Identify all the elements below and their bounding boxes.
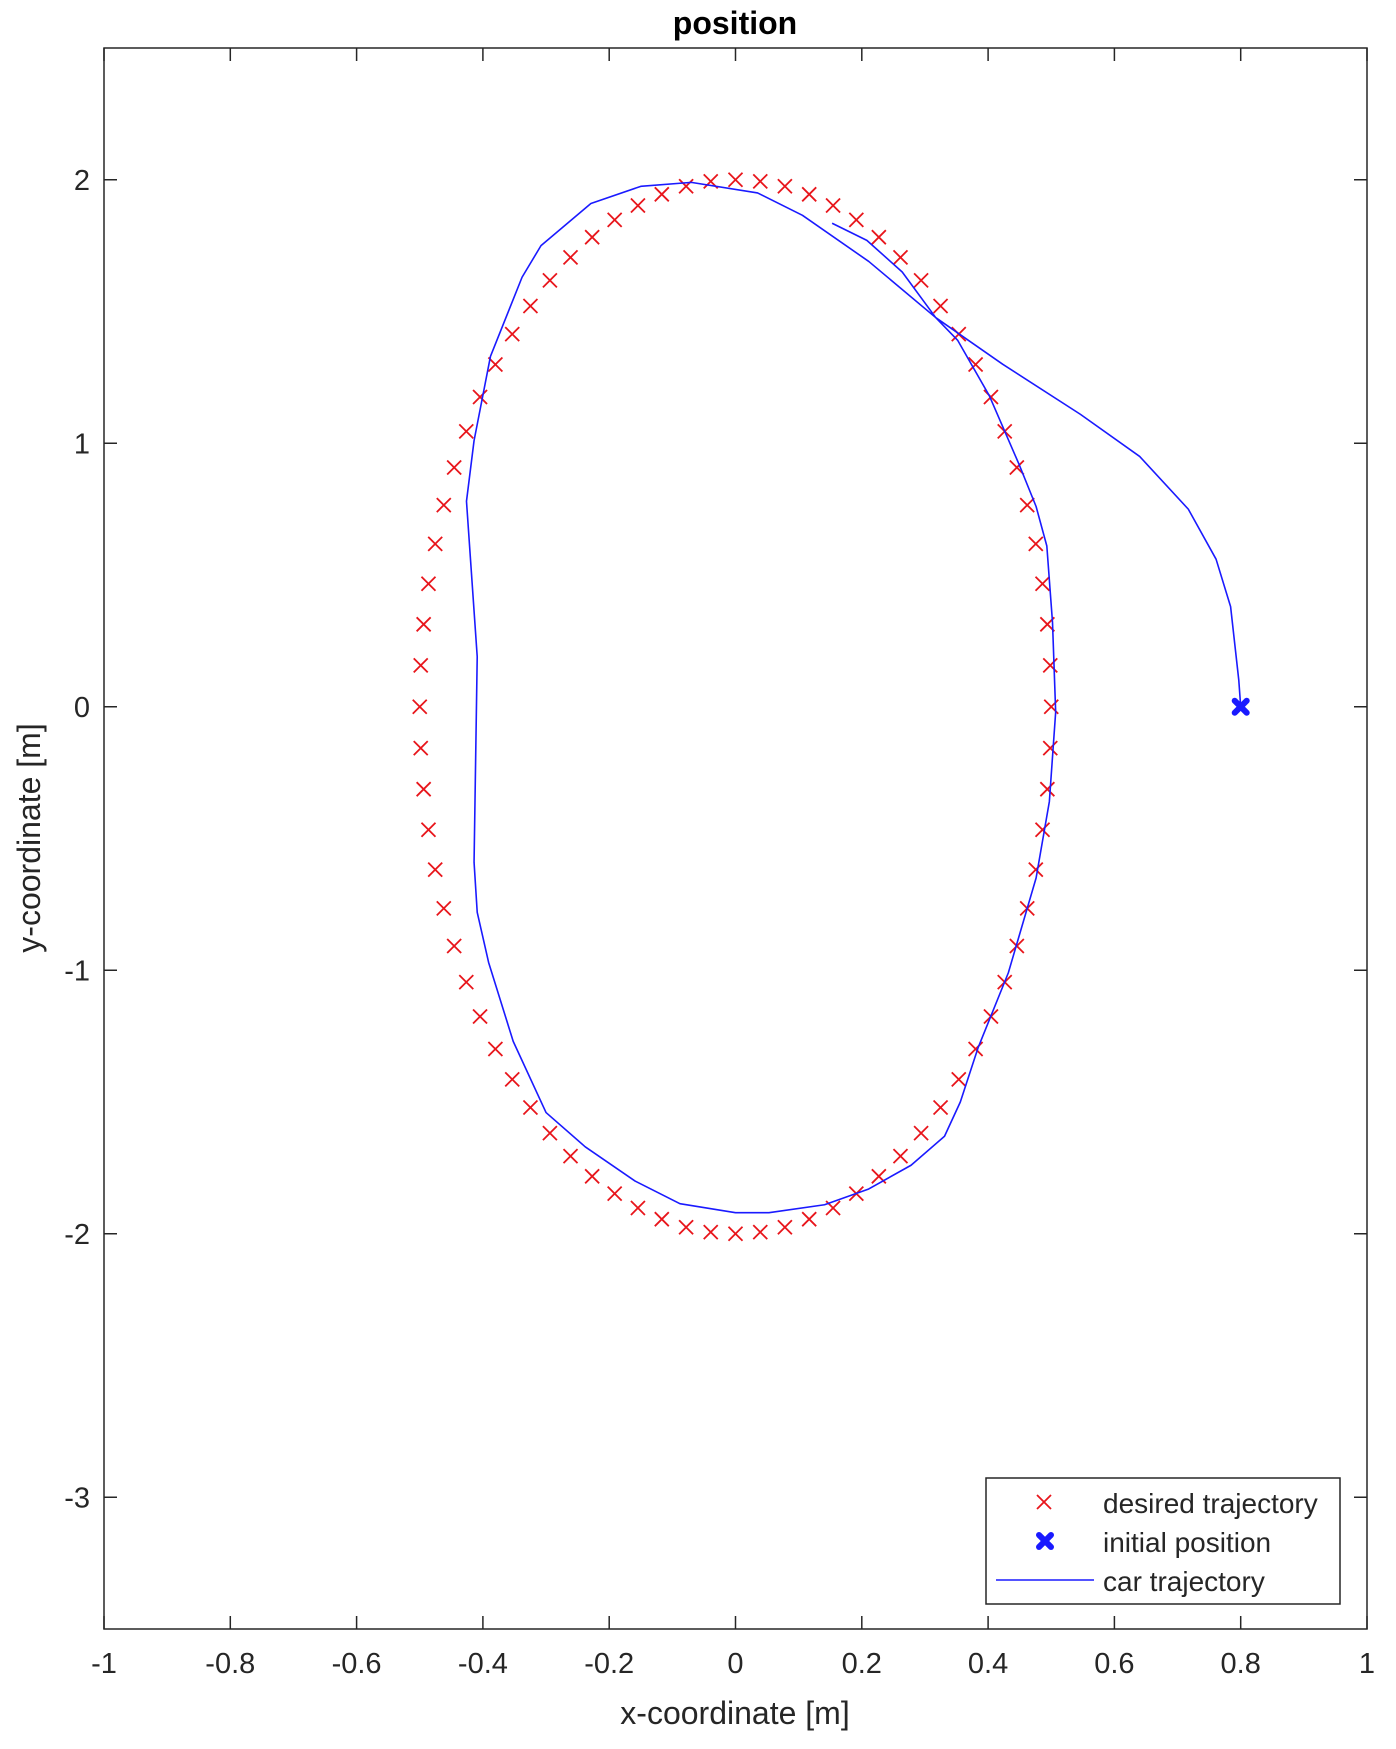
desired-point — [413, 657, 429, 674]
x-tick-label: 0.4 — [968, 1648, 1008, 1680]
desired-point — [703, 1224, 719, 1240]
y-tick-label: -3 — [64, 1482, 90, 1514]
y-tick-label: 2 — [74, 165, 90, 197]
desired-point — [472, 389, 488, 405]
desired-point — [562, 249, 579, 266]
y-tick-label: 0 — [74, 692, 90, 724]
x-tick-label: -0.8 — [205, 1648, 255, 1680]
desired-point — [522, 1099, 539, 1116]
desired-point — [654, 1211, 670, 1227]
desired-point — [542, 272, 558, 289]
desired-point — [458, 423, 474, 440]
desired-point — [416, 781, 432, 797]
desired-point — [932, 298, 949, 314]
desired-point — [727, 1226, 744, 1242]
desired-point — [1034, 576, 1051, 592]
y-tick-label: -2 — [64, 1219, 90, 1251]
desired-point — [458, 974, 474, 990]
desired-point — [801, 186, 817, 202]
desired-point — [801, 1211, 817, 1227]
desired-point — [630, 197, 646, 214]
desired-point — [607, 212, 623, 228]
desired-point — [892, 1148, 909, 1164]
desired-point — [607, 1185, 623, 1202]
desired-point — [504, 1071, 520, 1088]
desired-point — [752, 173, 768, 190]
desired-point — [913, 272, 929, 289]
desired-point — [932, 1099, 949, 1116]
x-tick-label: 0 — [727, 1648, 743, 1680]
x-tick-label: -1 — [91, 1648, 117, 1680]
car-trajectory-line — [465, 181, 1242, 1214]
desired-point — [967, 356, 984, 373]
legend: desired trajectory initial position car … — [985, 1477, 1341, 1605]
desired-point — [1042, 740, 1058, 756]
desired-point — [1034, 822, 1051, 838]
legend-marker-desired — [1036, 1494, 1052, 1510]
desired-point — [1019, 497, 1035, 513]
initial-position-marker — [1231, 697, 1250, 716]
y-tick-label: -1 — [64, 955, 90, 987]
desired-point — [913, 1125, 929, 1141]
desired-point — [1039, 781, 1055, 797]
x-tick-label: 0.8 — [1221, 1648, 1261, 1680]
desired-point — [487, 356, 504, 373]
desired-point — [584, 229, 600, 245]
desired-point — [427, 536, 443, 552]
desired-point — [427, 861, 443, 878]
desired-point — [436, 900, 452, 917]
desired-point — [446, 938, 462, 954]
x-tick-label: -0.6 — [332, 1648, 382, 1680]
desired-point — [504, 326, 520, 342]
desired-point — [654, 186, 670, 202]
y-axis-label: y-coordinate [m] — [11, 723, 47, 952]
desired-point — [777, 178, 793, 194]
desired-point — [630, 1200, 646, 1216]
desired-point — [678, 178, 694, 194]
desired-point — [1028, 861, 1044, 878]
legend-label-initial: initial position — [1103, 1527, 1271, 1558]
desired-point — [825, 197, 841, 214]
y-tick-label: 1 — [74, 428, 90, 460]
desired-point — [727, 172, 744, 188]
x-tick-label: 0.2 — [842, 1648, 882, 1680]
desired-point — [983, 389, 999, 405]
desired-point — [436, 497, 452, 513]
desired-point — [951, 1071, 967, 1088]
x-tick-label: 1 — [1359, 1648, 1375, 1680]
x-tick-label: -0.4 — [458, 1648, 508, 1680]
desired-point — [542, 1125, 558, 1141]
desired-point — [446, 459, 462, 476]
desired-point — [848, 212, 864, 228]
legend-label-desired: desired trajectory — [1103, 1488, 1318, 1519]
plot-area — [103, 47, 1368, 1630]
x-tick-label: -0.2 — [584, 1648, 634, 1680]
x-axis-label: x-coordinate [m] — [620, 1695, 849, 1731]
desired-point — [413, 740, 429, 756]
desired-point — [752, 1224, 768, 1240]
desired-point — [416, 616, 432, 632]
desired-point — [522, 298, 539, 314]
desired-point — [871, 229, 887, 245]
desired-point — [412, 699, 428, 715]
desired-point — [584, 1168, 600, 1184]
desired-point — [1028, 536, 1044, 552]
x-tick-label: 0.6 — [1094, 1648, 1134, 1680]
legend-marker-initial — [1036, 1532, 1054, 1550]
desired-point — [777, 1219, 793, 1235]
desired-point — [487, 1041, 504, 1057]
desired-point — [420, 576, 437, 592]
desired-point — [472, 1008, 488, 1025]
desired-point — [892, 249, 909, 266]
desired-point — [420, 822, 437, 838]
desired-point — [562, 1148, 579, 1164]
desired-point — [678, 1219, 694, 1235]
chart-title: position — [673, 5, 797, 41]
legend-label-car: car trajectory — [1103, 1566, 1265, 1597]
